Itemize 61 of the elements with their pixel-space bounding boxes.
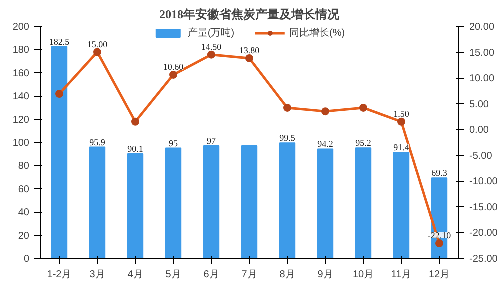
data-label: 15.00 [87,39,108,50]
bar [241,145,258,258]
legend-label: 产量(万吨) [188,26,235,40]
y-tick-label: 160 [12,68,30,80]
bar [355,148,372,258]
x-tick-label: 3月 [90,270,106,280]
y2-tick-label: 20.00 [470,22,495,33]
x-tick-label: 5月 [166,270,182,280]
y2-tick-label: 10.00 [470,74,495,85]
y-tick-label: 180 [12,45,30,56]
bar [165,148,182,258]
x-tick-label: 9月 [318,270,334,280]
bar [51,46,68,258]
x-tick-label: 10月 [352,270,374,280]
data-label: -22.10 [428,230,452,241]
data-label: 97 [207,136,216,146]
data-label: 90.1 [128,144,144,154]
y2-tick-label: -20.00 [470,228,498,240]
data-label: 13.80 [239,45,260,56]
x-tick-label: 4月 [128,270,144,280]
x-tick-label: 7月 [242,270,258,280]
x-tick-label: 1-2月 [47,270,72,280]
y-tick-label: 0 [24,254,30,265]
data-label: 14.50 [201,42,222,52]
chart-title: 2018年安徽省焦炭产量及增长情况 [160,8,340,22]
y-tick-label: 40 [18,208,30,219]
data-label: 91.4 [394,142,410,152]
y2-tick-label: -10.00 [470,176,498,188]
data-label: 95.9 [90,137,106,148]
bar [203,145,220,258]
data-label: 10.60 [163,62,184,72]
bar [89,146,106,258]
y-tick-label: 20 [18,230,30,242]
y2-tick-label: -5.00 [470,150,493,162]
y-tick-label: 100 [12,138,30,149]
y2-tick-label: 0.00 [470,125,490,136]
legend-label: 同比增长(%) [290,26,346,40]
bar [279,142,296,258]
y2-tick-label: 5.00 [470,99,490,110]
x-tick-label: 12月 [428,270,450,280]
data-label: 182.5 [49,36,70,47]
bar [393,152,410,258]
data-label: 94.2 [318,139,334,150]
y-tick-label: 140 [12,92,30,103]
y-tick-label: 120 [12,114,30,126]
data-label: 95 [169,138,178,148]
y-tick-label: 200 [12,22,30,33]
y2-tick-label: 15.00 [470,48,495,59]
x-tick-label: 8月 [280,270,296,280]
y2-tick-label: -15.00 [470,202,498,214]
y-tick-label: 60 [18,184,30,196]
x-tick-label: 6月 [204,270,220,280]
data-label: 1.50 [394,108,410,119]
data-label: 95.2 [356,138,372,148]
bar [127,153,144,258]
data-label: 99.5 [280,133,296,144]
data-label: 69.3 [432,168,448,178]
y2-tick-label: -25.00 [470,254,498,265]
bar [317,148,334,258]
x-tick-label: 11月 [391,270,412,280]
y-tick-label: 80 [18,161,30,172]
